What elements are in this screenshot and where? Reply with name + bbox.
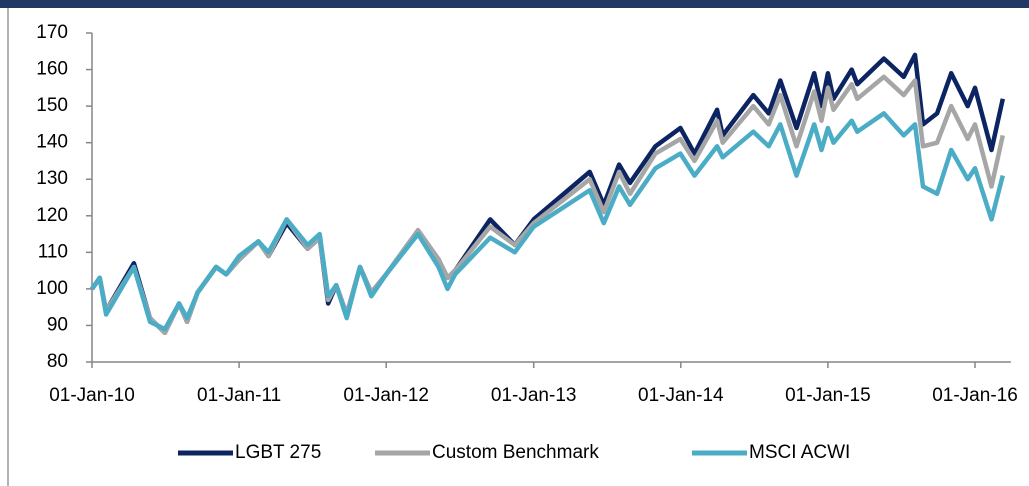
y-tick-label: 160 <box>36 59 68 80</box>
y-tick-label: 150 <box>36 95 68 116</box>
y-tick-label: 110 <box>38 241 68 262</box>
y-tick-label: 90 <box>47 314 68 335</box>
x-tick-label: 01-Jan-10 <box>49 385 135 406</box>
series-line <box>90 111 1005 332</box>
x-tick-label: 01-Jan-15 <box>785 385 871 406</box>
y-tick-label: 100 <box>36 278 68 299</box>
y-tick-label: 130 <box>36 168 68 189</box>
header-bar <box>0 0 1029 8</box>
series-line <box>90 52 1005 336</box>
x-tick-label: 01-Jan-13 <box>491 385 577 406</box>
x-tick-label: 01-Jan-12 <box>343 385 429 406</box>
legend-label: MSCI ACWI <box>749 442 850 463</box>
legend-label: Custom Benchmark <box>432 442 599 463</box>
y-tick-label: 140 <box>36 132 68 153</box>
x-tick-label: 01-Jan-11 <box>197 385 281 406</box>
x-tick-label: 01-Jan-16 <box>932 385 1018 406</box>
legend-label: LGBT 275 <box>235 442 321 463</box>
y-tick-label: 120 <box>36 205 68 226</box>
y-tick-label: 80 <box>47 351 68 372</box>
y-tick-label: 170 <box>36 22 68 43</box>
x-tick-label: 01-Jan-14 <box>638 385 724 406</box>
